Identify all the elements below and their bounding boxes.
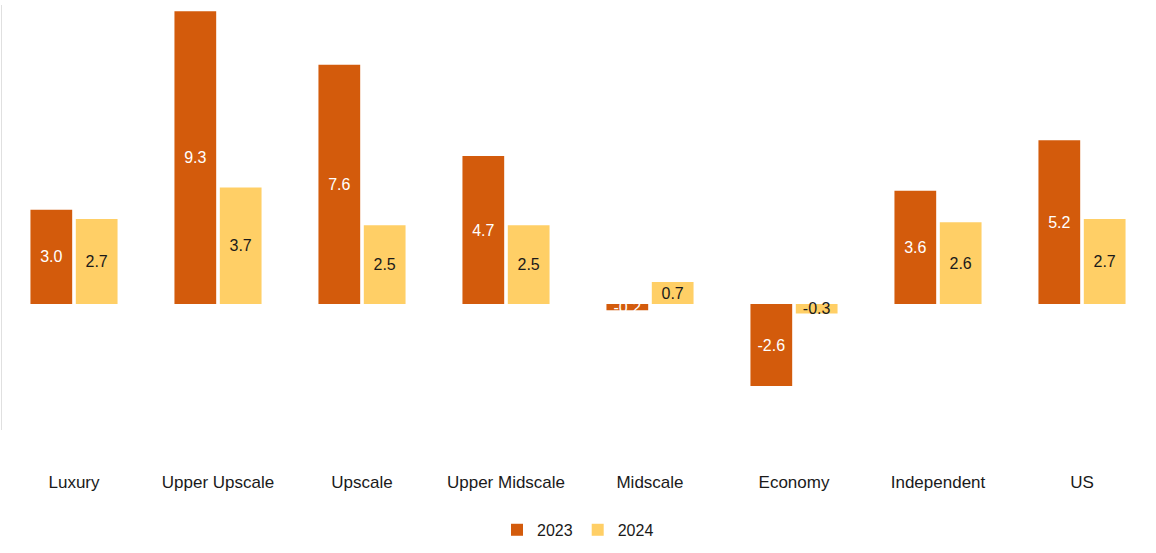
svg-text:2024: 2024 <box>618 522 654 539</box>
svg-text:-0.3: -0.3 <box>803 300 831 317</box>
svg-text:2.7: 2.7 <box>86 253 108 270</box>
svg-text:3.0: 3.0 <box>40 248 62 265</box>
svg-text:Upper Upscale: Upper Upscale <box>162 473 274 492</box>
svg-text:Midscale: Midscale <box>616 473 683 492</box>
svg-text:0.7: 0.7 <box>662 285 684 302</box>
svg-text:5.2: 5.2 <box>1048 214 1070 231</box>
svg-text:2.5: 2.5 <box>374 256 396 273</box>
svg-text:3.6: 3.6 <box>904 239 926 256</box>
svg-text:Economy: Economy <box>759 473 830 492</box>
svg-text:Luxury: Luxury <box>48 473 100 492</box>
svg-text:-0.2: -0.2 <box>613 299 641 316</box>
svg-text:4.7: 4.7 <box>472 222 494 239</box>
svg-text:9.3: 9.3 <box>184 149 206 166</box>
svg-text:Independent: Independent <box>891 473 986 492</box>
svg-text:US: US <box>1070 473 1094 492</box>
svg-text:Upscale: Upscale <box>331 473 392 492</box>
svg-text:2.5: 2.5 <box>518 256 540 273</box>
svg-text:2023: 2023 <box>537 522 573 539</box>
svg-text:2.7: 2.7 <box>1094 253 1116 270</box>
svg-text:2.6: 2.6 <box>950 255 972 272</box>
svg-text:7.6: 7.6 <box>328 176 350 193</box>
svg-text:-2.6: -2.6 <box>757 337 785 354</box>
svg-text:3.7: 3.7 <box>230 237 252 254</box>
svg-text:Upper Midscale: Upper Midscale <box>447 473 565 492</box>
